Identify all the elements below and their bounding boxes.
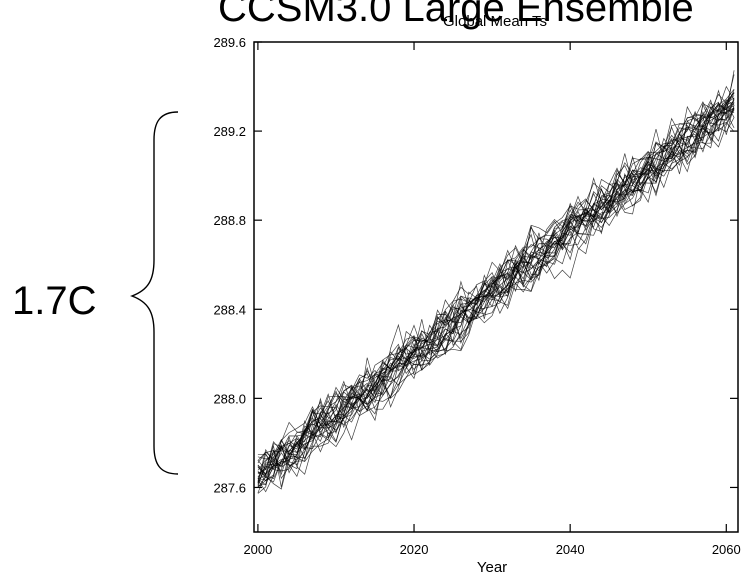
ensemble-series <box>257 70 735 494</box>
ensemble-member-line <box>257 103 735 460</box>
ensemble-member-line <box>257 117 735 480</box>
x-tick-label: 2000 <box>243 542 272 557</box>
range-brace <box>130 111 179 475</box>
ensemble-member-line <box>257 102 735 490</box>
ensemble-member-line <box>257 99 735 488</box>
x-axis-label: Year <box>477 559 507 576</box>
x-tick-label: 2040 <box>556 542 585 557</box>
ensemble-member-line <box>257 95 735 485</box>
ensemble-member-line <box>257 102 735 478</box>
ensemble-member-line <box>257 88 735 481</box>
ensemble-member-line <box>257 103 735 476</box>
plot-frame <box>253 41 739 533</box>
x-tick-label: 2020 <box>400 542 429 557</box>
ensemble-member-line <box>257 107 735 494</box>
y-tick-label: 288.4 <box>213 302 246 317</box>
y-tick-label: 288.8 <box>213 213 246 228</box>
slide-title: CCSM3.0 Large Ensemble <box>218 0 694 30</box>
y-tick-label: 289.2 <box>213 124 246 139</box>
x-tick-label: 2060 <box>712 542 741 557</box>
chart-title: Global Mean Ts <box>443 13 547 30</box>
ensemble-member-line <box>257 93 735 474</box>
y-axis: 287.6 288.0 288.4 288.8 289.2 289.6 <box>213 35 738 495</box>
ensemble-member-line <box>257 99 735 484</box>
range-annotation-label: 1.7C <box>12 279 97 323</box>
x-axis: 2000 2020 2040 2060 <box>243 42 741 557</box>
ensemble-member-line <box>257 100 735 488</box>
y-tick-label: 289.6 <box>213 35 246 50</box>
ensemble-member-line <box>257 92 735 475</box>
y-tick-label: 288.0 <box>213 391 246 406</box>
ensemble-member-line <box>257 85 735 471</box>
y-tick-label: 287.6 <box>213 480 246 495</box>
ensemble-member-line <box>257 70 735 471</box>
